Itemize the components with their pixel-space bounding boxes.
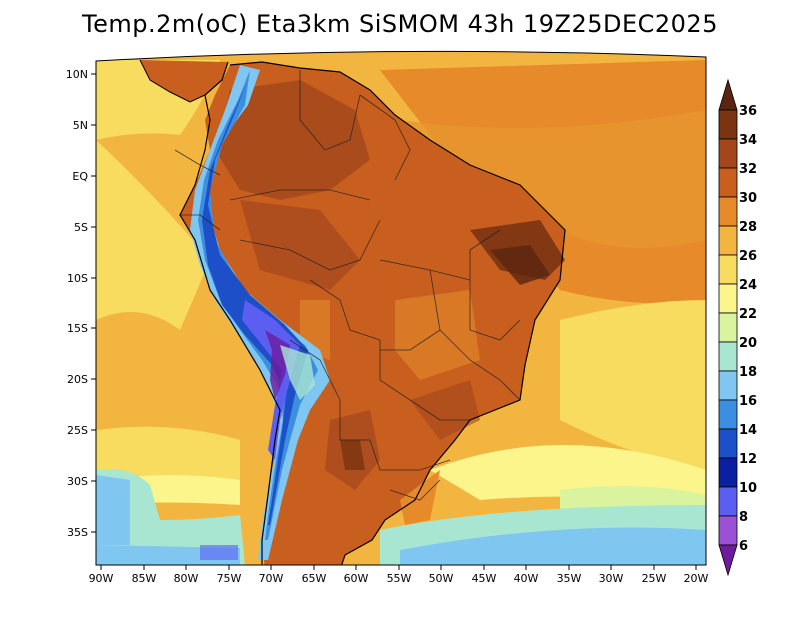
colorbar-segment (718, 399, 738, 430)
colorbar-segment (718, 167, 738, 198)
colorbar-label: 8 (739, 510, 748, 525)
colorbar-max-arrow-icon (718, 78, 738, 111)
colorbar-segment (718, 138, 738, 169)
colorbar-segment (718, 341, 738, 372)
colorbar-segment (718, 515, 738, 546)
lon-label: 25W (642, 572, 667, 585)
colorbar-label: 10 (739, 481, 757, 496)
colorbar-label: 26 (739, 249, 757, 264)
lat-label: 20S (67, 373, 88, 386)
colorbar-segment (718, 370, 738, 401)
colorbar-label: 24 (739, 278, 757, 293)
colorbar-label: 12 (739, 452, 757, 467)
lat-label: EQ (72, 170, 88, 183)
map-frame (95, 50, 707, 566)
lat-label: 30S (67, 475, 88, 488)
lon-label: 85W (132, 572, 157, 585)
colorbar-segment (718, 225, 738, 256)
lat-label: 5N (73, 119, 88, 132)
lat-label: 10N (66, 68, 88, 81)
colorbar-label: 36 (739, 104, 757, 119)
longitude-axis (100, 565, 697, 570)
lon-label: 75W (217, 572, 242, 585)
lat-label: 5S (74, 221, 88, 234)
colorbar-segment (718, 312, 738, 343)
colorbar-label: 14 (739, 423, 757, 438)
colorbar-label: 30 (739, 191, 757, 206)
lon-label: 30W (599, 572, 624, 585)
colorbar-label: 32 (739, 162, 757, 177)
latitude-axis (91, 73, 96, 533)
lon-label: 90W (89, 572, 114, 585)
colorbar-label: 22 (739, 307, 757, 322)
colorbar-segment (718, 457, 738, 488)
lon-label: 70W (259, 572, 284, 585)
lon-label: 20W (684, 572, 709, 585)
lon-label: 50W (429, 572, 454, 585)
colorbar-label: 28 (739, 220, 757, 235)
colorbar-label: 34 (739, 133, 757, 148)
colorbar-segment (718, 428, 738, 459)
lat-label: 25S (67, 424, 88, 437)
lon-label: 45W (472, 572, 497, 585)
colorbar-label: 6 (739, 539, 748, 554)
lon-label: 80W (174, 572, 199, 585)
lat-label: 35S (67, 526, 88, 539)
lat-label: 15S (67, 322, 88, 335)
colorbar-segment (718, 196, 738, 227)
colorbar-segment (718, 254, 738, 285)
map-title: Temp.2m(oC) Eta3km SiSMOM 43h 19Z25DEC20… (82, 10, 718, 38)
colorbar-segments (718, 109, 738, 546)
colorbar-label: 16 (739, 394, 757, 409)
lon-label: 60W (344, 572, 369, 585)
colorbar-label: 20 (739, 336, 757, 351)
lon-label: 55W (387, 572, 412, 585)
colorbar (718, 78, 738, 577)
lon-label: 40W (514, 572, 539, 585)
colorbar-min-arrow-icon (718, 544, 738, 577)
colorbar-segment (718, 283, 738, 314)
lon-label: 65W (302, 572, 327, 585)
temperature-field (96, 51, 706, 565)
lat-label: 10S (67, 272, 88, 285)
colorbar-segment (718, 486, 738, 517)
colorbar-segment (718, 109, 738, 140)
colorbar-label: 18 (739, 365, 757, 380)
lon-label: 35W (557, 572, 582, 585)
